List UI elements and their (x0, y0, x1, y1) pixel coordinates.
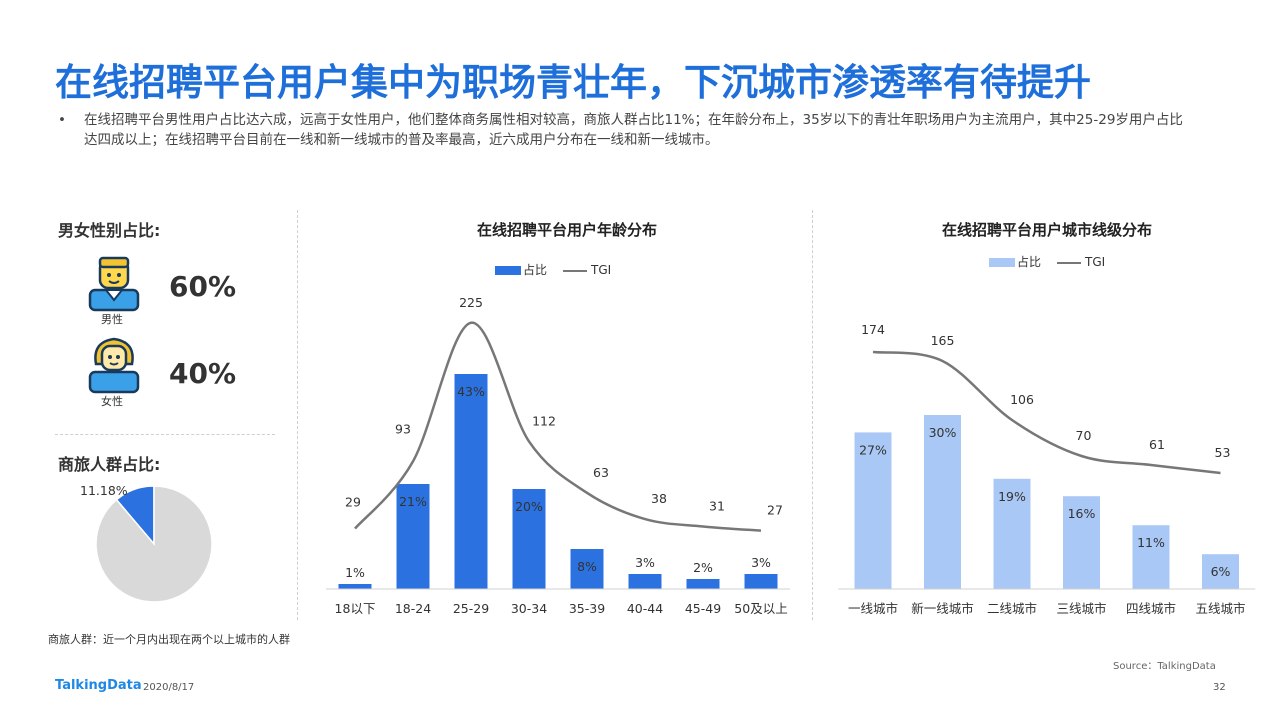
tgi-label-5: 53 (1215, 445, 1231, 460)
bar-2 (993, 478, 1031, 589)
bar-label-3: 16% (1068, 506, 1096, 521)
bar-label-2: 43% (457, 384, 485, 399)
legend-label-bar: 占比 (1017, 254, 1041, 269)
gender-section-label: 男女性别占比: (58, 221, 161, 240)
divider-right (812, 210, 813, 620)
legend-label-line: TGI (1084, 255, 1105, 269)
pie-slice-label: 11.18% (80, 483, 128, 498)
bar-label-5: 6% (1211, 564, 1231, 579)
tgi-label-1: 165 (931, 333, 955, 348)
tgi-label-2: 106 (1010, 392, 1034, 407)
tgi-line (354, 321, 762, 532)
tgi-label-5: 38 (651, 491, 667, 506)
talkingdata-logo: TalkingData (55, 678, 142, 693)
pie-slice-1 (95, 485, 213, 603)
tgi-label-3: 112 (532, 413, 556, 428)
male-percent: 60% (169, 270, 237, 303)
x-tick-label-6: 45-49 (685, 601, 721, 616)
legend-swatch-bar (989, 258, 1015, 267)
x-tick-label-7: 50及以上 (734, 601, 787, 616)
bar-4 (1132, 525, 1170, 589)
x-tick-label-4: 35-39 (569, 601, 605, 616)
divider-left (297, 210, 298, 620)
x-tick-label-0: 一线城市 (848, 601, 898, 616)
city-tier-chart: 在线招聘平台用户城市线级分布占比 TGI 27% 一线城市 174 30% 新一线城市 165… (830, 205, 1260, 625)
x-tick-label-3: 30-34 (511, 601, 547, 616)
bar-1 (396, 484, 430, 589)
male-caption: 男性 (101, 313, 123, 326)
left-panel-divider (55, 434, 275, 435)
bar-5 (1202, 554, 1239, 589)
legend-swatch-bar (495, 266, 521, 275)
business-footnote: 商旅人群：近一个月内出现在两个以上城市的人群 (48, 633, 290, 646)
x-tick-label-2: 25-29 (453, 601, 489, 616)
tgi-label-7: 27 (767, 503, 783, 518)
x-tick-label-5: 40-44 (627, 601, 663, 616)
bar-label-4: 8% (577, 559, 597, 574)
bar-7 (744, 574, 778, 589)
legend-label-line: TGI (590, 263, 611, 277)
chart-title: 在线招聘平台用户城市线级分布 (942, 221, 1152, 239)
tgi-label-4: 63 (593, 465, 609, 480)
x-tick-label-0: 18以下 (335, 601, 376, 616)
business-pie-chart: 11.18% (80, 480, 230, 610)
bar-6 (686, 579, 720, 589)
x-tick-label-5: 五线城市 (1195, 601, 1245, 616)
tgi-label-2: 225 (459, 295, 483, 310)
bar-2 (454, 374, 488, 589)
female-avatar-icon (86, 334, 142, 394)
tgi-label-6: 31 (709, 498, 725, 513)
legend-label-bar: 占比 (523, 262, 547, 277)
tgi-label-0: 29 (345, 495, 361, 510)
tgi-label-0: 174 (861, 322, 885, 337)
bar-label-0: 1% (345, 565, 365, 580)
bar-4 (570, 549, 604, 589)
bar-3 (1063, 496, 1100, 589)
x-tick-label-2: 二线城市 (987, 601, 1037, 616)
bar-label-7: 3% (751, 555, 771, 570)
chart-title: 在线招聘平台用户年龄分布 (477, 221, 657, 239)
bar-label-5: 3% (635, 555, 655, 570)
bar-5 (628, 574, 662, 589)
tgi-label-1: 93 (395, 421, 411, 436)
page-number: 32 (1213, 682, 1226, 693)
bar-label-1: 30% (929, 425, 957, 440)
tgi-label-4: 61 (1149, 437, 1165, 452)
bar-0 (338, 584, 372, 589)
bullet-dot: • (58, 112, 66, 128)
age-distribution-chart: 在线招聘平台用户年龄分布占比 TGI 1% 18以下 29 21% 18-24 93 43% 25… (312, 205, 802, 625)
source-note: Source：TalkingData (1113, 661, 1216, 672)
female-percent: 40% (169, 357, 237, 390)
page-title: 在线招聘平台用户集中为职场青壮年，下沉城市渗透率有待提升 (55, 61, 1091, 104)
bar-label-6: 2% (693, 560, 713, 575)
female-caption: 女性 (101, 395, 123, 408)
bar-label-2: 19% (998, 489, 1026, 504)
tgi-line (872, 350, 1221, 475)
bar-3 (512, 489, 546, 589)
summary-text: 在线招聘平台男性用户占比达六成，远高于女性用户，他们整体商务属性相对较高，商旅人… (84, 112, 1183, 148)
male-avatar-icon (86, 252, 142, 312)
x-tick-label-4: 四线城市 (1126, 601, 1176, 616)
x-tick-label-1: 18-24 (395, 601, 431, 616)
bar-1 (924, 415, 961, 589)
x-tick-label-3: 三线城市 (1056, 601, 1106, 616)
tgi-label-3: 70 (1076, 428, 1092, 443)
x-tick-label-1: 新一线城市 (911, 601, 974, 616)
bar-label-3: 20% (515, 499, 543, 514)
bar-label-1: 21% (399, 494, 427, 509)
footer-date: 2020/8/17 (143, 682, 195, 693)
business-section-label: 商旅人群占比: (58, 455, 161, 474)
bar-label-0: 27% (859, 442, 887, 457)
bar-label-4: 11% (1137, 535, 1165, 550)
bar-0 (854, 432, 892, 589)
